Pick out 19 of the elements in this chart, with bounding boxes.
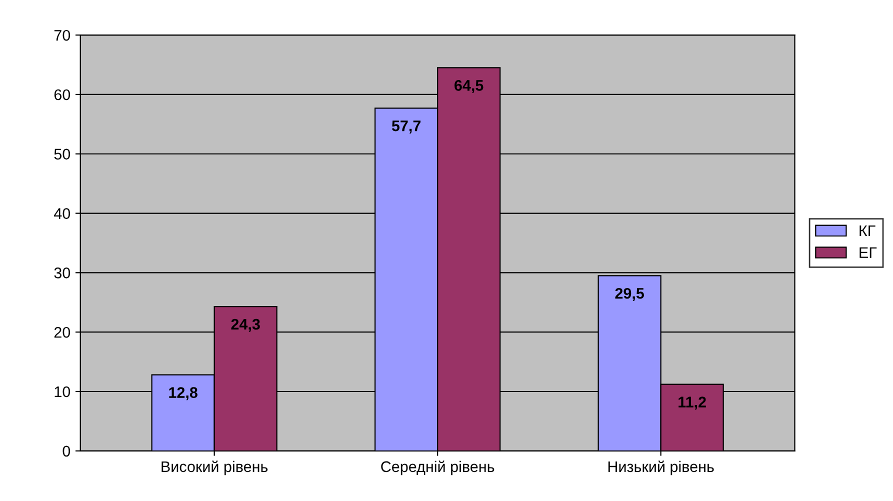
data-label: 29,5: [615, 288, 644, 301]
x-tick-label: Середній рівень: [381, 460, 494, 476]
y-tick-label: 0: [62, 446, 70, 457]
legend-label: КГ: [860, 225, 876, 236]
y-tick-label: 60: [54, 89, 70, 100]
data-label: 24,3: [231, 318, 260, 332]
data-label: 57,7: [392, 120, 421, 134]
y-tick-label: 20: [54, 326, 70, 338]
data-label: 64,5: [454, 80, 484, 94]
x-tick-label: Низький рівень: [608, 460, 714, 476]
legend-label: ЕГ: [860, 247, 877, 258]
y-tick-label: 70: [54, 30, 70, 41]
y-tick-label: 30: [54, 268, 70, 278]
y-tick-label: 50: [54, 148, 70, 160]
data-label: 11,2: [678, 396, 706, 410]
y-tick-label: 40: [54, 208, 70, 219]
y-tick-label: 10: [54, 386, 70, 398]
x-tick-label: Високий рівень: [162, 460, 268, 476]
data-label: 12,8: [169, 387, 198, 400]
